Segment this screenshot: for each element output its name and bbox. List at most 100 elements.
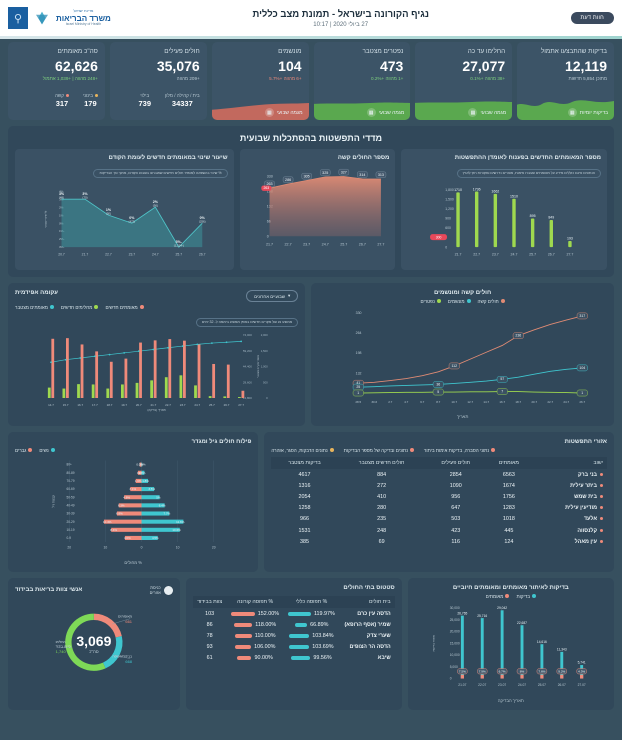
hospital-name: הדסה הר הצופים [349, 644, 391, 651]
svg-text:668: 668 [125, 659, 132, 664]
svg-text:22.07: 22.07 [478, 683, 486, 687]
legend-item: מאומתים מצטבר [15, 305, 54, 310]
table-row[interactable]: אלעד 1018 503 235 966 [271, 514, 607, 525]
occupancy-corona-cell: 106.00% [227, 642, 284, 653]
isolated-staff-cell: 86 [206, 621, 213, 628]
svg-text:325: 325 [322, 171, 328, 175]
column-header: צוות בבידוד [192, 596, 227, 608]
column-header: בדיקות מצטבר [271, 457, 338, 469]
svg-text:10: 10 [104, 546, 108, 550]
occupancy-total-cell: 99.56% [284, 653, 340, 664]
svg-text:27.7: 27.7 [377, 242, 384, 246]
svg-text:24.7: 24.7 [194, 403, 200, 407]
city-name: אלעד [532, 514, 607, 525]
svg-text:5,000: 5,000 [449, 665, 457, 669]
chevron-down-icon: ▾ [287, 293, 291, 298]
chart-new-confirmed[interactable]: מספר המאומתים החדשים בפענוח לאומדן ההתפש… [401, 149, 607, 270]
chart-title: בדיקות לאיתור מאומתים ומאומתים חיוביים [452, 585, 569, 591]
kpi-footer-link[interactable]: מגמה שבועי ▦ [468, 108, 506, 117]
svg-text:8%: 8% [519, 670, 524, 674]
svg-text:30,000: 30,000 [449, 606, 459, 610]
svg-text:6.8%: 6.8% [116, 512, 123, 516]
kpi-footer-link[interactable]: בדיקות יומיות ▦ [567, 108, 608, 117]
chart-tests-positives[interactable]: בדיקות לאיתור מאומתים ומאומתים חיוביים ב… [407, 578, 614, 710]
svg-text:849: 849 [549, 216, 555, 220]
kpi-card-deaths[interactable]: נפטרים מצטבר 473 +1 מהווה +0.2% מגמה שבו… [313, 42, 411, 120]
table-row[interactable]: שערי צדק 103.84% 110.00% 78 [193, 630, 395, 641]
table-row[interactable]: קלנסווה 445 423 248 1531 [271, 525, 607, 536]
occupancy-total-cell: 103.84% [284, 630, 340, 641]
svg-text:החלימו: החלימו [56, 640, 66, 644]
svg-text:15,000: 15,000 [449, 641, 459, 645]
svg-text:286: 286 [285, 178, 291, 182]
chart-severe-count[interactable]: מספר החולים קשה 330198132660263286305325… [239, 149, 396, 270]
star-of-david-icon [36, 11, 48, 25]
panel-title: סטטוס בתי החולים [343, 585, 395, 591]
feedback-button[interactable]: חוות דעת [570, 12, 614, 24]
table-row[interactable]: ביתר עילית 1674 1090 272 1316 [271, 480, 607, 491]
svg-text:330: 330 [266, 174, 272, 178]
kpi-card-active[interactable]: חולים פעילים 35,076 +209 מהווה בית / קהי… [109, 42, 207, 120]
svg-text:1,740: 1,740 [56, 649, 67, 654]
kpi-footer-link[interactable]: מגמה שבועי ▦ [264, 108, 303, 117]
svg-text:25.7: 25.7 [530, 253, 537, 257]
svg-text:6.7%: 6.7% [498, 670, 505, 674]
table-row[interactable]: שיבא 99.56% 90.00% 61 [193, 653, 395, 664]
chart-age-gender[interactable]: פילוח חולים גיל ומגדר נשים גברים קבוצת גי… [8, 432, 259, 572]
svg-text:29,600: 29,600 [243, 380, 252, 384]
health-staff-isolation-panel[interactable]: כניסת אזורים אנשי צוות בריאות בבידוד מאו… [8, 578, 180, 710]
column-header: % תפוסה כללי [283, 596, 340, 608]
table-row[interactable]: שמיר (אסף הרופא) 66.89% 118.00% 86 [193, 619, 395, 630]
svg-text:10,000: 10,000 [449, 653, 459, 657]
occupancy-total-cell: 66.89% [284, 619, 340, 630]
table-header-row: ישוב מאומתים חולים פעילים חולים חדשים מצטבר… [271, 457, 607, 469]
timerange-toggle[interactable]: ▾ שבועיים אחרונים [246, 290, 299, 302]
kpi-title: בדיקות שהתבצעו אתמול [540, 48, 607, 55]
svg-text:0.5%: 0.5% [139, 463, 146, 467]
kpi-footer-link[interactable]: מגמה שבועי ▦ [366, 108, 404, 117]
svg-text:19.7: 19.7 [121, 403, 127, 407]
svg-text:20.7: 20.7 [136, 403, 142, 407]
kpi-card-recovered[interactable]: החלימו עד כה 27,077 +38 מהווה +0.1% מגמה… [415, 42, 513, 120]
table-row[interactable]: הדסה עין כרם 119.97% 152.00% 103 [193, 608, 395, 619]
page-title: נגיף הקורונה בישראל - תמונת מצב כללית [252, 8, 429, 20]
kpi-breakdown: בינוני 179 קשה 317 [15, 93, 98, 108]
table-cell: 1090 [449, 482, 462, 489]
svg-text:16.7: 16.7 [500, 400, 506, 404]
chart-severe-ventilated[interactable]: חולים קשה ומונשמים חולים קשה מונשמים נפטרי… [311, 283, 614, 426]
city-name: ביתר עילית [532, 480, 607, 491]
kpi-breakdown-item: בילוי 739 [138, 93, 151, 108]
table-row[interactable]: הדסה הר הצופים 103.69% 106.00% 93 [193, 642, 395, 653]
chart-epidemic-curve[interactable]: ▾ שבועיים אחרונים עקומה אפידמית מאומתים … [8, 283, 306, 426]
kpi-sparkline [517, 100, 614, 120]
table-cell: 410 [377, 493, 387, 500]
svg-text:9.2%: 9.2% [558, 670, 565, 674]
x-axis-label: תאריך [456, 414, 469, 419]
kpi-value: 27,077 [462, 58, 506, 74]
kpi-card-ventilated[interactable]: מונשמים 104 +6 מהווה +5.7% מגמה שבועי ▦ [211, 42, 309, 120]
toggle-icon[interactable] [163, 585, 173, 595]
table-row[interactable]: בני ברק 6563 2854 884 4617 [271, 469, 607, 480]
table-cell: 1258 [298, 505, 311, 512]
svg-text:מספר מקרים מצטבר: מספר מקרים מצטבר [257, 355, 260, 378]
svg-text:2,000: 2,000 [261, 333, 268, 337]
table-row[interactable]: בית שמש 1756 956 410 2054 [271, 491, 607, 502]
kpi-card-total-confirmed[interactable]: סה"כ מאומתים 62,626 +248 מהווה | +1,039 … [8, 42, 105, 120]
table-row[interactable]: עין מאהל 124 116 69 385 [271, 536, 607, 547]
ministry-name-en: Israel Ministry of Health [65, 21, 102, 26]
legend-item: חולים קשה [478, 299, 505, 304]
chart-note: % שינוי בהשוואה למספר חולים חדשים שאובחנ… [93, 168, 228, 178]
severity-dot-icon [65, 94, 69, 97]
svg-text:1%: 1% [59, 213, 64, 217]
chart-pct-change[interactable]: שיעור שינוי במאומתים חדשים לעומת הקודם %… [15, 149, 234, 270]
svg-text:7.6%: 7.6% [538, 670, 545, 674]
table-cell: 280 [377, 505, 387, 512]
table-row[interactable]: מודיעין עילית 1283 647 280 1258 [271, 503, 607, 514]
kpi-breakdown-item: קשה 317 [55, 93, 69, 108]
occupancy-total-cell: 119.97% [284, 608, 340, 619]
svg-text:59,200: 59,200 [243, 349, 252, 353]
svg-text:305: 305 [303, 175, 309, 179]
svg-text:104: 104 [580, 366, 586, 370]
occupancy-corona-cell: 118.00% [227, 619, 284, 630]
kpi-card-tests[interactable]: בדיקות שהתבצעו אתמול 12,119 מתוכן 5,854 … [517, 42, 614, 120]
